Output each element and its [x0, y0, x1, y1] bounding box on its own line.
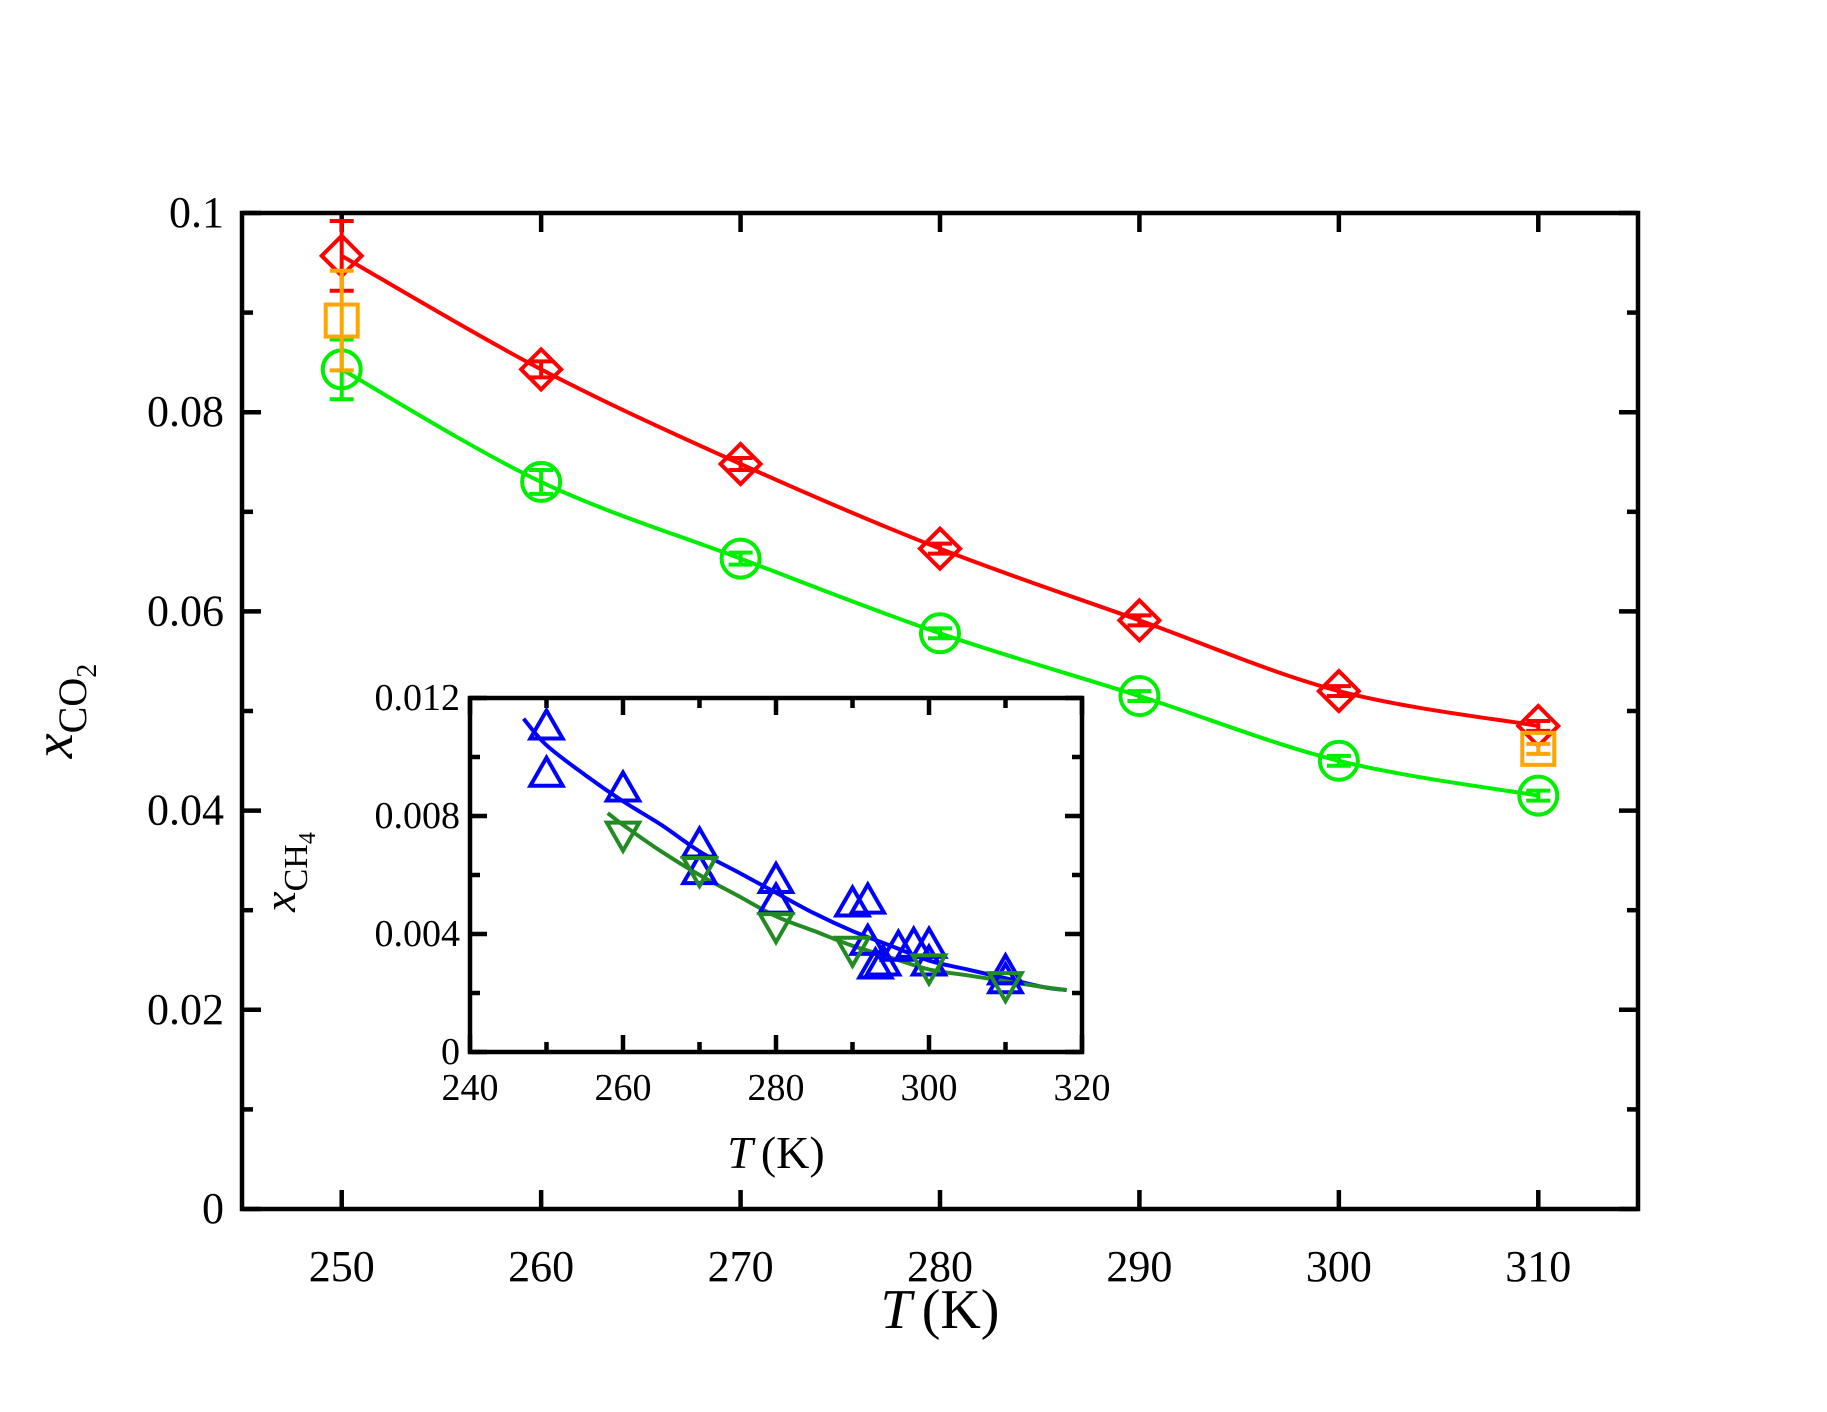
- data-point: [909, 953, 949, 988]
- main-y-axis-title: xCO2: [23, 664, 103, 759]
- inset-plot-frame: [467, 695, 1085, 1055]
- data-point: [848, 880, 888, 915]
- main-tick-labels: 250 260 270 280 290 300 310 0 0.02 0.04 0.06 0.08 0.…: [147, 188, 1571, 1291]
- series-green-curve: [606, 811, 1067, 993]
- main-ytick-label: 0.02: [147, 985, 224, 1034]
- series-green-circles: [320, 337, 1560, 817]
- data-point: [1317, 739, 1360, 782]
- series-red-diamonds: [318, 218, 1562, 749]
- main-xtick-label: 270: [708, 1242, 774, 1291]
- data-point: [323, 302, 360, 339]
- data-point: [756, 859, 796, 894]
- series-line-green-curve: [606, 811, 1067, 993]
- main-ytick-label: 0.04: [147, 786, 224, 835]
- main-x-axis-title: T (K): [881, 1279, 1000, 1341]
- data-point: [526, 753, 567, 788]
- inset-xtick-label: 260: [595, 1067, 652, 1109]
- data-point: [719, 537, 762, 580]
- data-point: [919, 612, 961, 655]
- data-point: [1316, 668, 1362, 714]
- inset-tick-labels: 240 260 280 300 320 0 0.004 0.008 0.012: [375, 677, 1111, 1109]
- series-green-triangles-down: [603, 820, 1026, 1006]
- data-point: [1118, 675, 1161, 718]
- main-xtick-label: 250: [309, 1242, 375, 1291]
- data-point: [832, 935, 873, 970]
- main-ytick-label: 0.1: [169, 188, 224, 237]
- inset-x-axis-title: T (K): [727, 1127, 824, 1178]
- inset-xtick-label: 240: [442, 1067, 499, 1109]
- data-point: [1517, 774, 1560, 817]
- data-point: [1116, 597, 1163, 644]
- data-point: [603, 820, 643, 855]
- data-point: [878, 927, 919, 962]
- inset-ytick-label: 0: [441, 1031, 460, 1073]
- main-xtick-label: 260: [508, 1242, 574, 1291]
- data-point: [1520, 730, 1557, 767]
- data-point: [985, 951, 1026, 986]
- main-chart: 250 260 270 280 290 300 310 0 0.02 0.04 0.06 0.08 0.…: [23, 188, 1641, 1341]
- main-xtick-label: 310: [1505, 1242, 1571, 1291]
- data-point: [520, 460, 563, 503]
- data-point: [917, 525, 963, 572]
- series-line-red-diamonds: [340, 254, 1539, 728]
- inset-xtick-label: 320: [1054, 1067, 1111, 1109]
- inset-ytick-label: 0.012: [375, 677, 461, 719]
- data-point: [756, 912, 796, 947]
- inset-xtick-label: 300: [901, 1067, 958, 1109]
- data-point: [855, 945, 896, 980]
- data-point: [985, 960, 1026, 995]
- main-xtick-label: 280: [907, 1242, 973, 1291]
- data-point: [985, 971, 1026, 1006]
- data-point: [518, 346, 564, 393]
- main-ytick-label: 0: [202, 1184, 224, 1233]
- inset-xtick-label: 280: [748, 1067, 805, 1109]
- inset-series-layer: [522, 706, 1067, 1006]
- inset-ytick-label: 0.008: [375, 795, 461, 837]
- inset-y-axis-title: xCH4: [254, 832, 321, 913]
- data-point: [832, 883, 873, 918]
- series-line-blue-curve: [522, 717, 1067, 993]
- inset-background: [470, 698, 1082, 1052]
- main-plot-frame: [239, 210, 1641, 1212]
- inset-chart: 240 260 280 300 320 0 0.004 0.008 0.012 T (K) xCH…: [254, 677, 1111, 1178]
- main-xtick-label: 300: [1306, 1242, 1372, 1291]
- data-point: [909, 942, 949, 977]
- main-series-layer: [318, 218, 1562, 817]
- main-xtick-label: 290: [1106, 1242, 1172, 1291]
- data-point: [526, 706, 567, 741]
- data-point: [717, 441, 764, 487]
- inset-ytick-label: 0.004: [375, 913, 461, 955]
- main-ytick-label: 0.06: [147, 586, 224, 635]
- data-point: [603, 768, 643, 803]
- data-point: [848, 921, 888, 956]
- data-point: [679, 856, 720, 891]
- series-orange-squares: [323, 268, 1557, 767]
- main-ytick-label: 0.08: [147, 387, 224, 436]
- series-blue-curve: [522, 717, 1067, 993]
